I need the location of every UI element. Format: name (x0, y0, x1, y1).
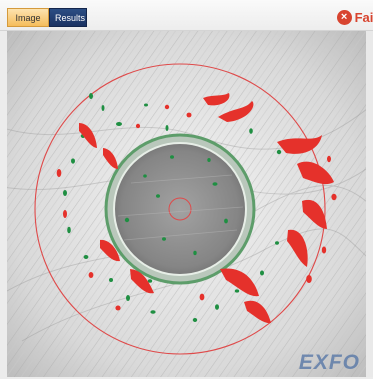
exfo-watermark: EXFO (298, 351, 360, 374)
fiber-image-viewer[interactable]: EXFO (7, 31, 366, 377)
toolbar: Image Results × Fail (0, 0, 373, 31)
fiber-endface-image (7, 31, 366, 377)
x-circle-icon: × (336, 9, 352, 25)
right-frame (366, 31, 373, 377)
status-text: Fail (354, 9, 373, 25)
inspection-status: × Fail (336, 7, 373, 27)
tab-results[interactable]: Results (49, 8, 87, 27)
tab-image[interactable]: Image (7, 8, 49, 27)
